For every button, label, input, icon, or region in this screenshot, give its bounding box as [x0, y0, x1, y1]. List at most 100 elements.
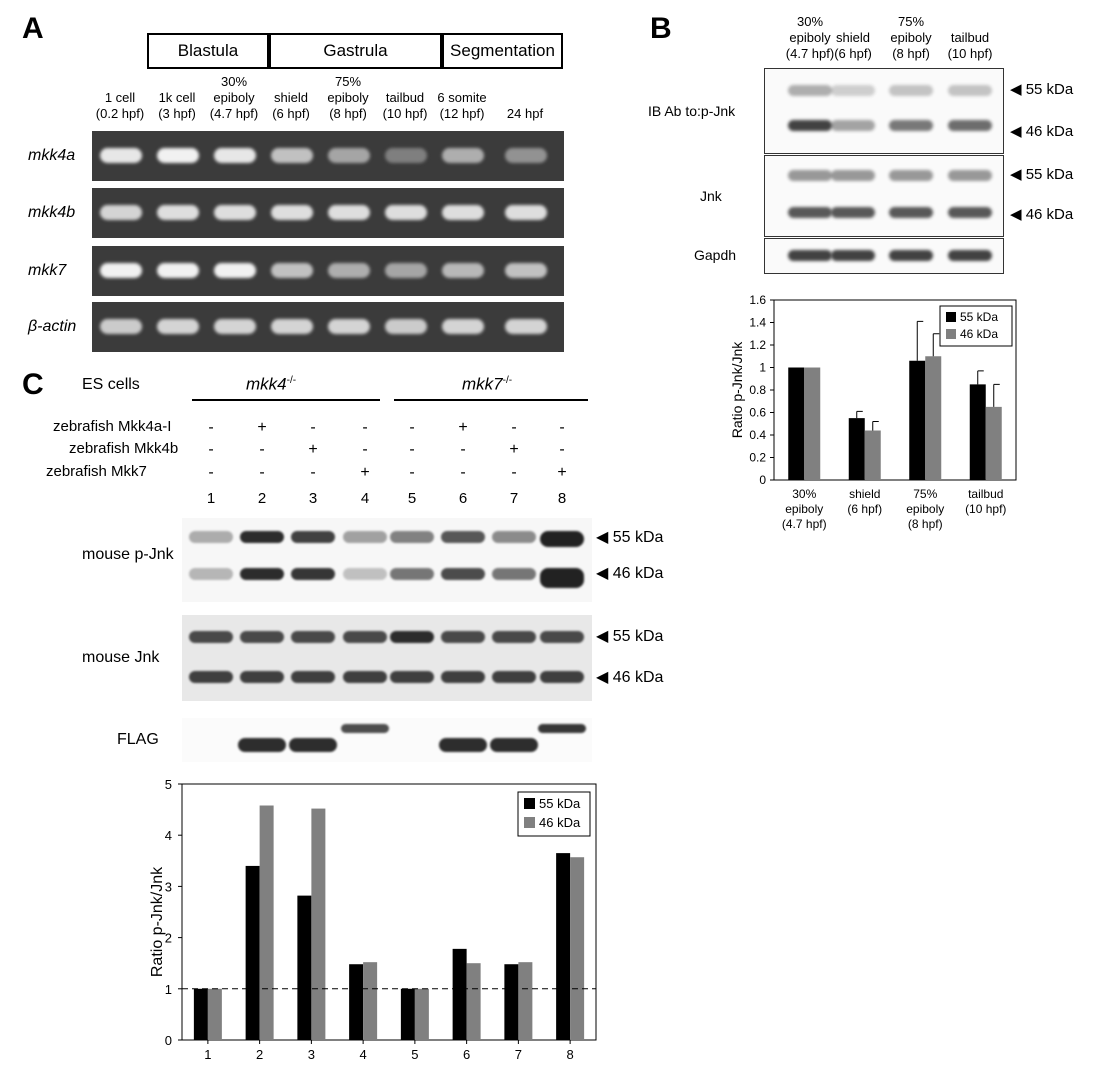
bar: [452, 948, 467, 1040]
plot-frame: [181, 783, 597, 1041]
lane-number: 1: [206, 490, 216, 507]
legend-label: 55 kDa: [539, 796, 581, 811]
construct-sign: -: [259, 464, 265, 481]
lane-label-line: [485, 74, 565, 90]
gel-band: [505, 263, 547, 278]
lane-label-line: [930, 14, 1010, 30]
lane-label-line: 1 cell: [104, 90, 136, 105]
blot-band: [889, 207, 933, 218]
bar: [400, 988, 415, 1040]
jnk-band-46: [441, 671, 485, 683]
jnk-band-46: [540, 671, 584, 683]
y-tick-label: 4: [165, 828, 172, 843]
construct-sign: -: [460, 441, 466, 458]
blot-band: [788, 170, 832, 181]
kda-marker: ◀ 46 kDa: [1010, 123, 1074, 140]
jnk-band-55: [390, 631, 434, 643]
y-tick-label: 0.6: [749, 406, 766, 420]
flag-band: [238, 738, 286, 752]
gel-band: [328, 148, 370, 163]
gel-band: [385, 319, 427, 334]
y-tick-label: 0.8: [749, 383, 766, 397]
construct-sign: -: [208, 441, 214, 458]
y-tick-label: 0: [759, 473, 766, 487]
bar: [909, 360, 926, 480]
panel-b-letter: B: [650, 12, 672, 45]
y-tick-label: 1: [759, 361, 766, 375]
construct-sign: +: [458, 419, 468, 436]
y-tick-label: 0.4: [749, 428, 766, 442]
gel-band: [157, 205, 199, 220]
construct-sign: +: [360, 464, 370, 481]
stage-label: Blastula: [177, 41, 239, 60]
blot-label: mouse Jnk: [82, 649, 160, 666]
gel-strip: [92, 302, 564, 352]
x-tick-label: 2: [256, 1047, 263, 1062]
construct-label: zebrafish Mkk4b: [69, 440, 179, 457]
blot-box: [764, 155, 1004, 237]
bar: [363, 962, 378, 1040]
bar: [193, 988, 208, 1040]
p-jnk-band-46: [492, 568, 536, 580]
blot-box: [764, 68, 1004, 154]
p-jnk-band-46: [390, 568, 434, 580]
gel-band: [505, 205, 547, 220]
gel-strip: [92, 131, 564, 181]
es-cells-label: ES cells: [82, 376, 140, 393]
blot-band: [889, 170, 933, 181]
bar: [414, 988, 429, 1040]
flag-band: [341, 724, 389, 733]
bar: [245, 865, 260, 1040]
gel-band: [442, 148, 484, 163]
gel-band: [157, 263, 199, 278]
gene-label: mkk4a: [28, 147, 76, 164]
bar: [259, 805, 274, 1040]
construct-sign: -: [259, 441, 265, 458]
bar: [804, 367, 821, 480]
kda-marker: ◀ 55 kDa: [596, 529, 664, 546]
lane-label-line: 75%: [897, 14, 925, 29]
lane-label: 75% epiboly (8 hpf): [308, 74, 388, 122]
legend-swatch: [946, 329, 956, 339]
p-jnk-band-46: [240, 568, 284, 580]
lane-label-line: 24 hpf: [506, 106, 544, 121]
p-jnk-band-55: [441, 531, 485, 543]
blot-band: [889, 250, 933, 261]
lane-label: 75% epiboly (8 hpf): [871, 14, 951, 62]
lane-label-line: (8 hpf): [892, 46, 930, 61]
genotype-underline-2: [394, 399, 588, 401]
stage-box: [269, 33, 442, 69]
p-jnk-band-46: [540, 568, 584, 588]
lane-label-line: epiboly: [327, 90, 369, 105]
lane-number: 6: [458, 490, 468, 507]
lane-label-line: 1k cell: [158, 90, 196, 105]
x-tick-label: epiboly: [906, 502, 944, 516]
lane-label: 30% epiboly (4.7 hpf): [770, 14, 850, 62]
lane-label: 24 hpf: [485, 74, 565, 122]
gel-band: [214, 148, 256, 163]
lane-number: 5: [407, 490, 417, 507]
blot-band: [948, 120, 992, 131]
lane-label-line: epiboly: [890, 30, 932, 45]
y-tick-label: 1.6: [749, 293, 766, 307]
y-tick-label: 5: [165, 777, 172, 792]
jnk-band-55: [189, 631, 233, 643]
gel-strip: [92, 188, 564, 238]
lane-label: shield (6 hpf): [813, 14, 893, 62]
p-jnk-band-55: [189, 531, 233, 543]
blot-band: [831, 250, 875, 261]
gel-band: [271, 148, 313, 163]
gel-strip: [92, 246, 564, 296]
construct-sign: -: [460, 464, 466, 481]
gel-band: [385, 263, 427, 278]
y-tick-label: 1: [165, 982, 172, 997]
gel-band: [442, 263, 484, 278]
gel-band: [157, 148, 199, 163]
lane-label: shield (6 hpf): [251, 74, 331, 122]
x-tick-label: 6: [463, 1047, 470, 1062]
gel-band: [271, 263, 313, 278]
blot-band: [889, 85, 933, 96]
p-jnk-band-55: [291, 531, 335, 543]
y-axis-label: Ratio p-Jnk/Jnk: [729, 341, 745, 438]
bar: [848, 418, 865, 480]
